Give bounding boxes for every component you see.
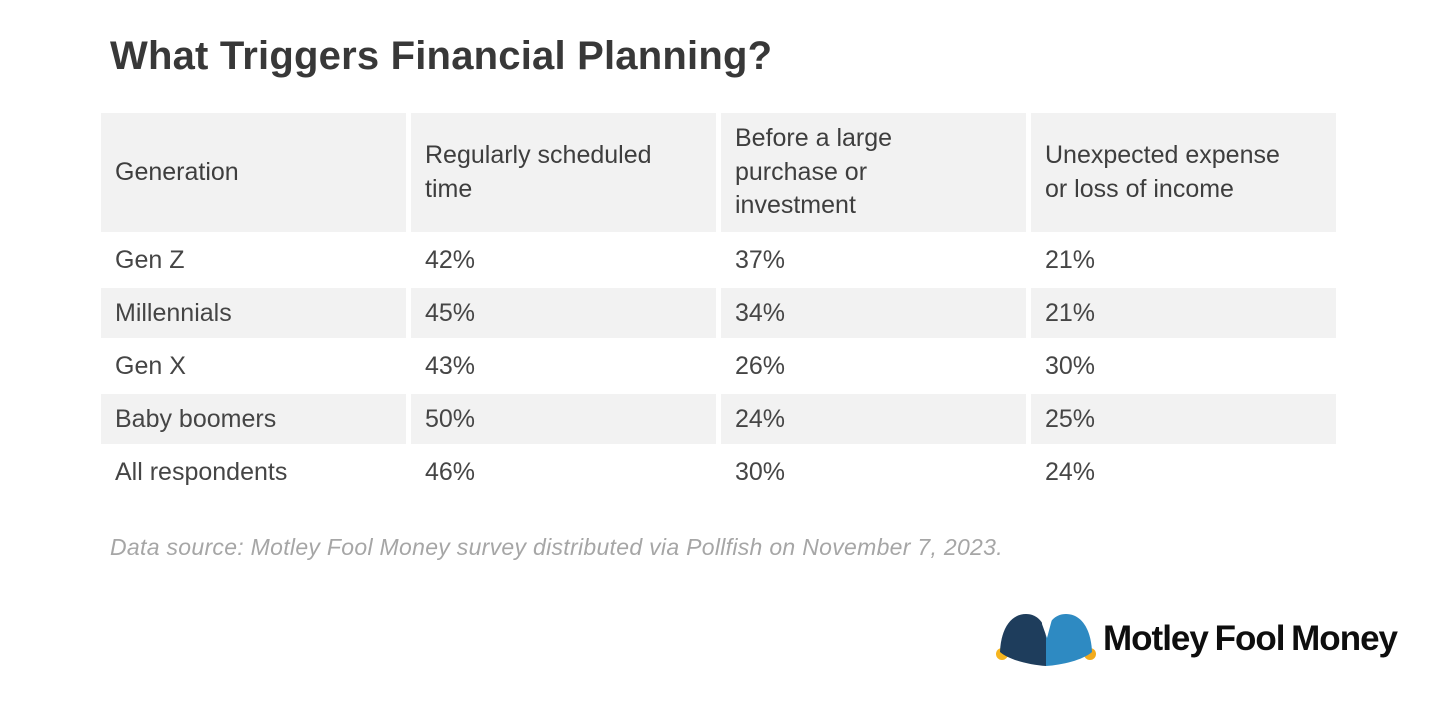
header-cell-generation: Generation	[101, 113, 406, 232]
header-cell-large-purchase: Before a large purchase or investment	[721, 113, 1026, 232]
header-cell-unexpected-expense: Unexpected expense or loss of income	[1031, 113, 1336, 232]
row-label-cell: Gen X	[115, 351, 186, 380]
value-cell: 50%	[411, 394, 716, 444]
value-cell: 24%	[721, 394, 1026, 444]
value-cell: 37%	[735, 245, 786, 274]
value-cell: 43%	[425, 351, 476, 380]
value-cell: 30%	[1045, 351, 1096, 380]
value-cell: 24%	[1045, 457, 1096, 486]
value-cell: 34%	[721, 288, 1026, 338]
data-source-note: Data source: Motley Fool Money survey di…	[110, 534, 1003, 560]
logo-wordmark: Motley Fool Money	[1103, 619, 1398, 658]
value-cell: 45%	[411, 288, 716, 338]
value-cell: 21%	[1045, 245, 1096, 274]
value-cell: 25%	[1031, 394, 1336, 444]
row-label-cell: Gen Z	[115, 245, 185, 274]
row-label-cell: All respondents	[115, 457, 288, 486]
jester-hat-icon	[996, 608, 1096, 666]
row-label-cell: Millennials	[101, 288, 406, 338]
survey-table: Generation Regularly scheduled time Befo…	[101, 113, 1336, 497]
value-cell: 30%	[735, 457, 786, 486]
value-cell: 42%	[425, 245, 476, 274]
motley-fool-money-logo: Motley Fool Money	[995, 608, 1398, 670]
value-cell: 46%	[425, 457, 476, 486]
header-cell-regularly-scheduled: Regularly scheduled time	[411, 113, 716, 232]
value-cell: 26%	[735, 351, 786, 380]
row-label-cell: Baby boomers	[101, 394, 406, 444]
page-title: What Triggers Financial Planning?	[110, 34, 773, 78]
value-cell: 21%	[1031, 288, 1336, 338]
